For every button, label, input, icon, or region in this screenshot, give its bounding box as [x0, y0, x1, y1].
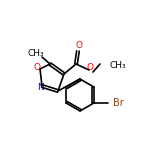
Text: O: O — [86, 64, 93, 73]
Text: O: O — [33, 64, 40, 73]
Text: CH₃: CH₃ — [28, 50, 44, 59]
Text: Br: Br — [113, 98, 124, 108]
Text: CH₃: CH₃ — [109, 60, 126, 69]
Text: O: O — [76, 41, 83, 50]
Text: N: N — [38, 83, 44, 93]
